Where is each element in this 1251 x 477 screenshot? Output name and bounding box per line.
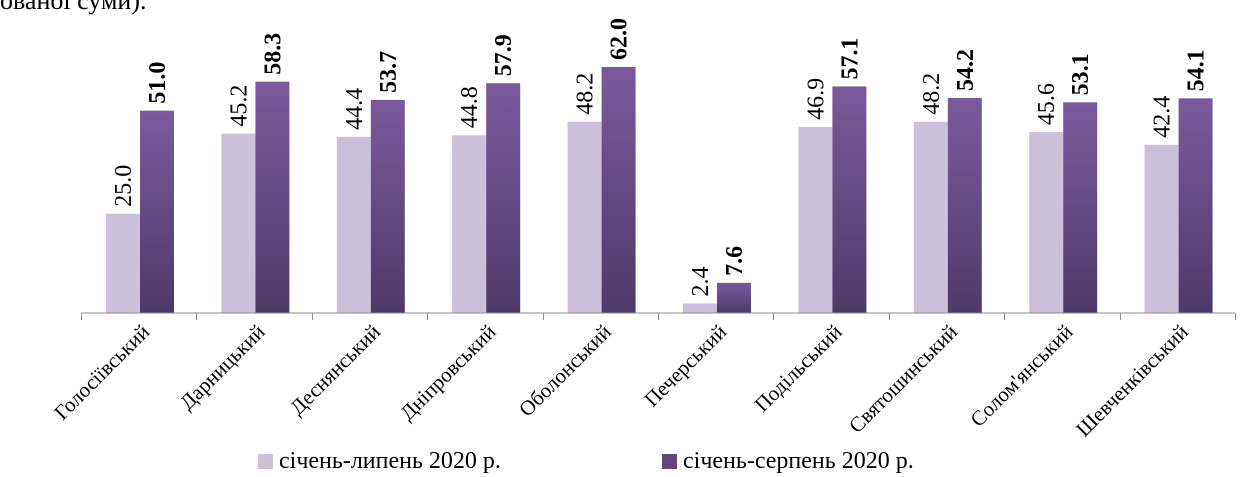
bar-2 xyxy=(601,67,636,313)
category-label: Голосіївський xyxy=(49,320,154,425)
legend-item-series-1: січень-липень 2020 р. xyxy=(258,449,501,473)
legend-swatch-series-2 xyxy=(662,453,677,469)
x-axis xyxy=(81,312,1236,320)
data-label-2: 53.1 xyxy=(1068,53,1094,95)
data-label-2: 62.0 xyxy=(607,18,633,60)
data-label-1: 48.2 xyxy=(573,73,599,115)
data-label-2: 7.6 xyxy=(722,246,748,276)
bar-2 xyxy=(832,86,867,314)
category-label: Печерський xyxy=(639,320,731,412)
bar-1 xyxy=(221,133,256,313)
data-label-2: 54.1 xyxy=(1184,49,1210,91)
data-label-2: 58.3 xyxy=(260,33,286,75)
category-label: Дніпровський xyxy=(395,320,500,425)
data-label-2: 51.0 xyxy=(145,62,171,104)
category-label: Шевченківський xyxy=(1071,320,1193,442)
value-labels-layer: 25.0 51.0 45.2 58.3 44.4 53.7 44.8 57.9 48.2 62.0… xyxy=(111,18,1210,296)
data-label-1: 45.6 xyxy=(1034,83,1060,125)
preceding-text-fragment: ованої суми). xyxy=(0,0,147,15)
data-label-1: 48.2 xyxy=(919,73,945,115)
bar-2 xyxy=(1178,98,1213,314)
bar-1 xyxy=(567,121,602,313)
bar-1 xyxy=(798,126,833,313)
data-label-2: 54.2 xyxy=(953,49,979,91)
category-label: Святошинський xyxy=(844,320,962,438)
bars-layer xyxy=(106,67,1213,314)
bar-1 xyxy=(913,121,948,313)
data-label-2: 57.1 xyxy=(837,37,863,79)
bar-1 xyxy=(1029,132,1064,313)
category-labels-layer: Голосіївський Дарницький Деснянський Дніпро… xyxy=(49,320,1193,442)
category-label: Подільський xyxy=(750,320,847,417)
bar-2 xyxy=(717,282,751,313)
category-label: Солом'янський xyxy=(965,320,1077,432)
bar-1 xyxy=(683,303,717,313)
category-label: Деснянський xyxy=(285,320,385,420)
bar-2 xyxy=(140,110,174,313)
data-label-1: 42.4 xyxy=(1150,96,1176,138)
bar-1 xyxy=(452,135,487,313)
data-label-2: 53.7 xyxy=(376,51,402,93)
data-label-1: 44.4 xyxy=(342,88,368,130)
legend-swatch-series-1 xyxy=(258,453,273,469)
bar-2 xyxy=(486,83,521,314)
data-label-1: 2.4 xyxy=(688,266,714,296)
bar-2 xyxy=(370,99,405,314)
bar-2 xyxy=(1063,102,1098,314)
legend-item-series-2: січень-серпень 2020 р. xyxy=(662,449,914,473)
data-label-1: 25.0 xyxy=(111,165,137,207)
bar-2 xyxy=(947,97,982,313)
data-label-1: 45.2 xyxy=(226,85,252,127)
data-label-1: 46.9 xyxy=(803,78,829,120)
legend-label-series-1: січень-липень 2020 р. xyxy=(279,448,501,474)
bar-1 xyxy=(106,213,140,313)
data-label-1: 44.8 xyxy=(457,86,483,128)
legend-label-series-2: січень-серпень 2020 р. xyxy=(683,448,914,474)
bar-1 xyxy=(1144,144,1179,313)
category-label: Дарницький xyxy=(175,320,270,415)
bar-1 xyxy=(336,136,371,313)
bar-2 xyxy=(255,81,290,313)
data-label-2: 57.9 xyxy=(491,34,517,76)
category-label: Оболонський xyxy=(514,320,616,422)
